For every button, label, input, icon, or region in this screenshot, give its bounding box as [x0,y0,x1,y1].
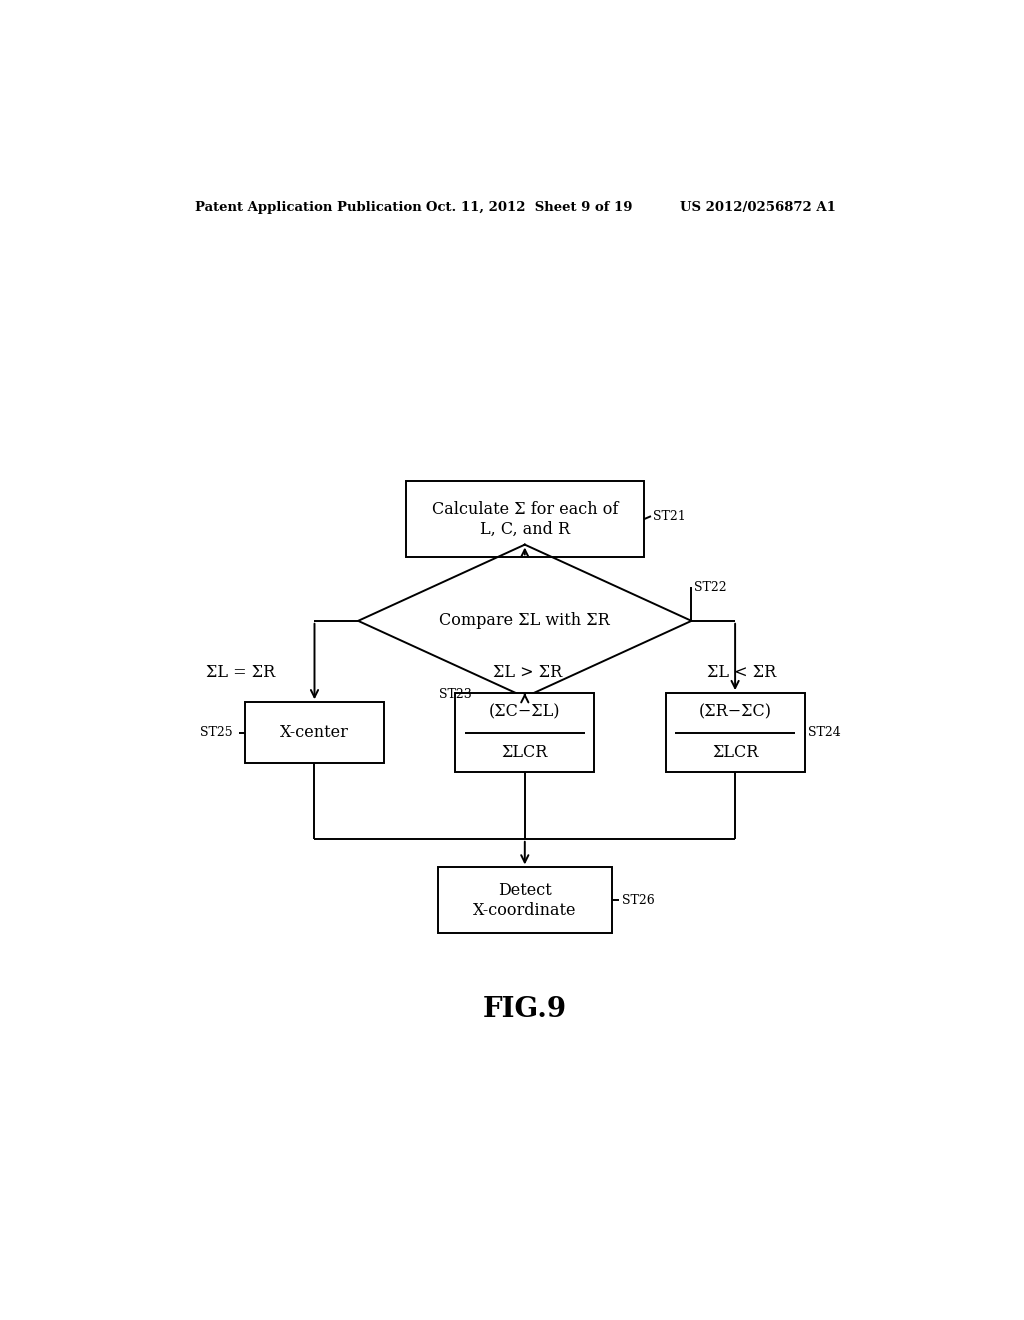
Text: ST25: ST25 [200,726,232,739]
FancyBboxPatch shape [245,702,384,763]
Text: ST21: ST21 [653,510,686,523]
Text: ΣLCR: ΣLCR [502,744,548,762]
Text: Patent Application Publication: Patent Application Publication [196,201,422,214]
Text: ΣL < ΣR: ΣL < ΣR [708,664,776,681]
Text: ST24: ST24 [808,726,841,739]
Text: Calculate Σ for each of
L, C, and R: Calculate Σ for each of L, C, and R [431,500,618,537]
FancyBboxPatch shape [456,693,594,772]
Text: FIG.9: FIG.9 [482,995,567,1023]
FancyBboxPatch shape [666,693,805,772]
Text: ΣL = ΣR: ΣL = ΣR [206,664,275,681]
Text: US 2012/0256872 A1: US 2012/0256872 A1 [680,201,836,214]
Text: (ΣR−ΣC): (ΣR−ΣC) [698,704,772,721]
Text: ΣLCR: ΣLCR [712,744,759,762]
Text: ΣL > ΣR: ΣL > ΣR [494,664,562,681]
Text: ST26: ST26 [622,894,654,907]
Text: X-center: X-center [280,725,349,741]
Text: Compare ΣL with ΣR: Compare ΣL with ΣR [439,612,610,630]
Text: (ΣC−ΣL): (ΣC−ΣL) [489,704,560,721]
FancyBboxPatch shape [406,480,644,557]
FancyBboxPatch shape [437,867,612,933]
Text: Oct. 11, 2012  Sheet 9 of 19: Oct. 11, 2012 Sheet 9 of 19 [426,201,632,214]
Text: ST23: ST23 [439,688,472,701]
Text: Detect
X-coordinate: Detect X-coordinate [473,882,577,919]
Text: ST22: ST22 [694,581,726,594]
